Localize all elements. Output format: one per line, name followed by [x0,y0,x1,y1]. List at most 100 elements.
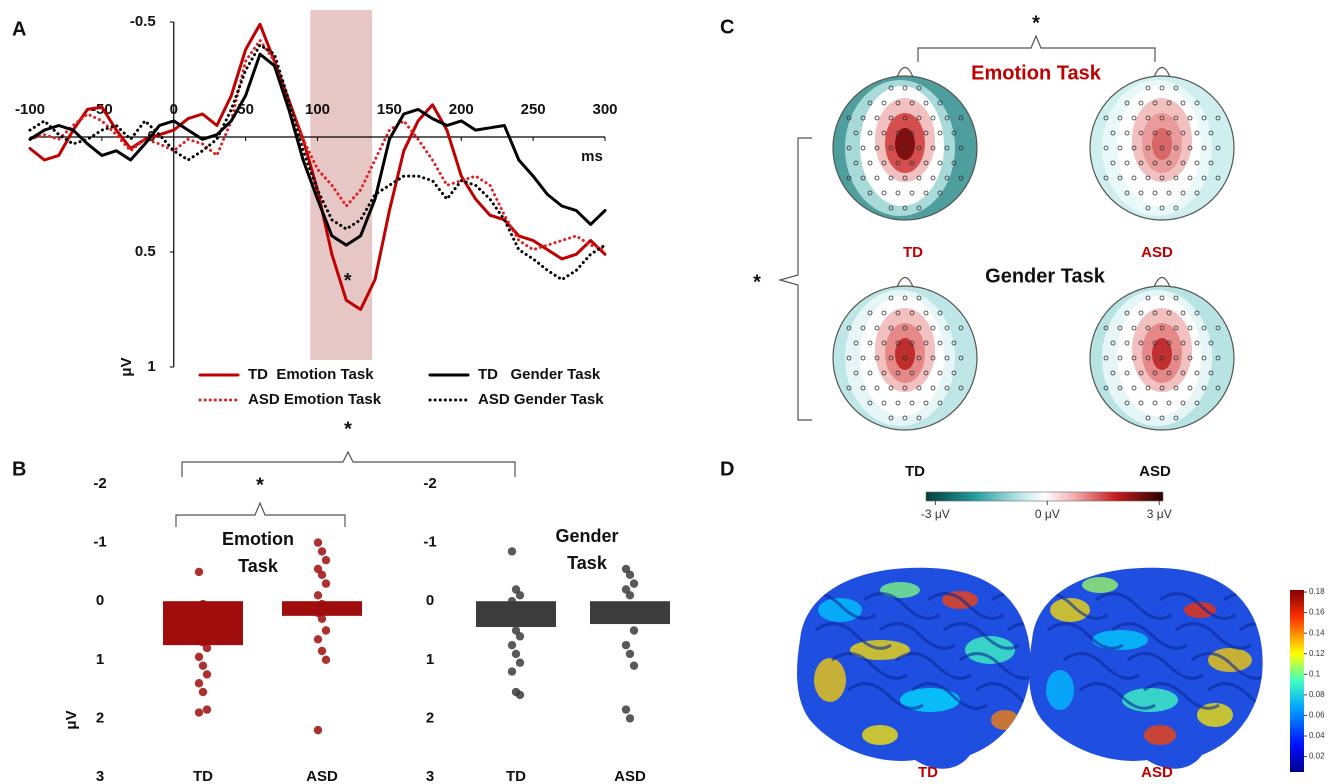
subject-point [508,547,516,555]
subject-point [203,705,211,713]
significance-bracket [176,503,345,527]
subject-point [203,626,211,634]
subject-point [626,714,634,722]
x-tick-label: 100 [305,101,330,118]
subject-point [318,647,326,655]
x-tick-label: ASD [614,768,646,784]
subject-point [508,641,516,649]
y-tick-label: 1 [96,651,104,668]
row-title: Gender Task [985,265,1106,287]
y-tick-label: 2 [426,709,434,726]
y-axis-label: μV [63,710,80,729]
subject-point [508,615,516,623]
scalp-peak [895,338,915,370]
subject-point [322,579,330,587]
group-label: TD [905,463,925,480]
scalp-peak [1152,128,1172,160]
x-tick-label: 150 [377,101,402,118]
subject-point [508,667,516,675]
brain-patch [862,725,898,745]
panel-a: -100-50050100150200250300-0.500.51msμVTD… [15,10,618,408]
subject-point [630,603,638,611]
subject-point [630,579,638,587]
y-tick-label: -1 [93,534,106,551]
subject-point [630,661,638,669]
brain-patch [1046,670,1074,710]
subject-point [318,547,326,555]
y-tick-label: -2 [423,475,436,492]
subject-point [626,571,634,579]
significance-bracket [182,452,515,477]
panel-label: D [720,458,734,480]
colorbar-label: 0.1 [1309,669,1321,678]
chart-title: Task [238,556,279,576]
colorbar-label: 0.14 [1309,628,1325,637]
colorbar-label: 0.06 [1309,711,1325,720]
brain-patch [1144,725,1176,745]
significance-bracket [780,138,812,420]
subject-point [516,691,524,699]
x-tick-label: TD [506,768,526,784]
colorbar-label: 0.12 [1309,649,1325,658]
x-tick-label: 200 [449,101,474,118]
subject-point [626,650,634,658]
subject-point [322,626,330,634]
colorbar-label: -3 μV [921,507,950,521]
y-axis-label: μV [118,357,135,376]
subject-point [199,688,207,696]
row-title: Emotion Task [971,62,1102,84]
group-label: TD [903,244,923,261]
brain-patch [814,658,846,702]
subject-point [322,603,330,611]
subject-point [622,641,630,649]
subject-point [516,609,524,617]
subject-point [318,615,326,623]
x-tick-label: TD [193,768,213,784]
legend-label: ASD Gender Task [478,391,604,408]
panel-label: A [12,18,26,40]
subject-point [203,606,211,614]
subject-point [203,670,211,678]
subject-point [314,635,322,643]
legend-label: ASD Emotion Task [248,391,382,408]
legend-label: TD Gender Task [478,366,601,383]
subject-point [195,679,203,687]
y-tick-label: 0 [426,592,434,609]
subject-point [318,571,326,579]
colorbar-label: 0.02 [1309,752,1325,761]
chart-title: Task [567,553,608,573]
topomaps [833,68,1234,431]
panel-label: B [12,458,26,480]
subject-point [195,653,203,661]
y-tick-label: 1 [147,358,155,375]
x-axis-label: ms [581,148,603,165]
scalp-peak [895,128,915,160]
subject-point [314,538,322,546]
figure: -100-50050100150200250300-0.500.51msμVTD… [0,0,1338,784]
brain-patch [991,710,1019,730]
subject-point [516,591,524,599]
x-tick-label: 300 [592,101,617,118]
significance-star: * [344,418,352,440]
group-label: ASD [1141,244,1173,261]
y-tick-label: 0 [96,592,104,609]
colorbar-label: 0 μV [1035,507,1060,521]
subject-point [630,626,638,634]
y-tick-label: -1 [423,534,436,551]
subject-point [516,659,524,667]
subject-point [195,568,203,576]
group-label: ASD [1139,463,1171,480]
scalp-peak [1152,338,1172,370]
significance-star: * [1032,12,1040,34]
brain-patch [1082,577,1118,593]
x-tick-label: -100 [15,101,45,118]
subject-point [199,661,207,669]
subject-point [314,591,322,599]
subject-point [314,726,322,734]
colorbar-label: 0.04 [1309,731,1325,740]
subject-point [512,650,520,658]
subject-point [622,705,630,713]
y-tick-label: 0.5 [135,243,156,260]
subject-point [195,708,203,716]
subject-point [626,591,634,599]
